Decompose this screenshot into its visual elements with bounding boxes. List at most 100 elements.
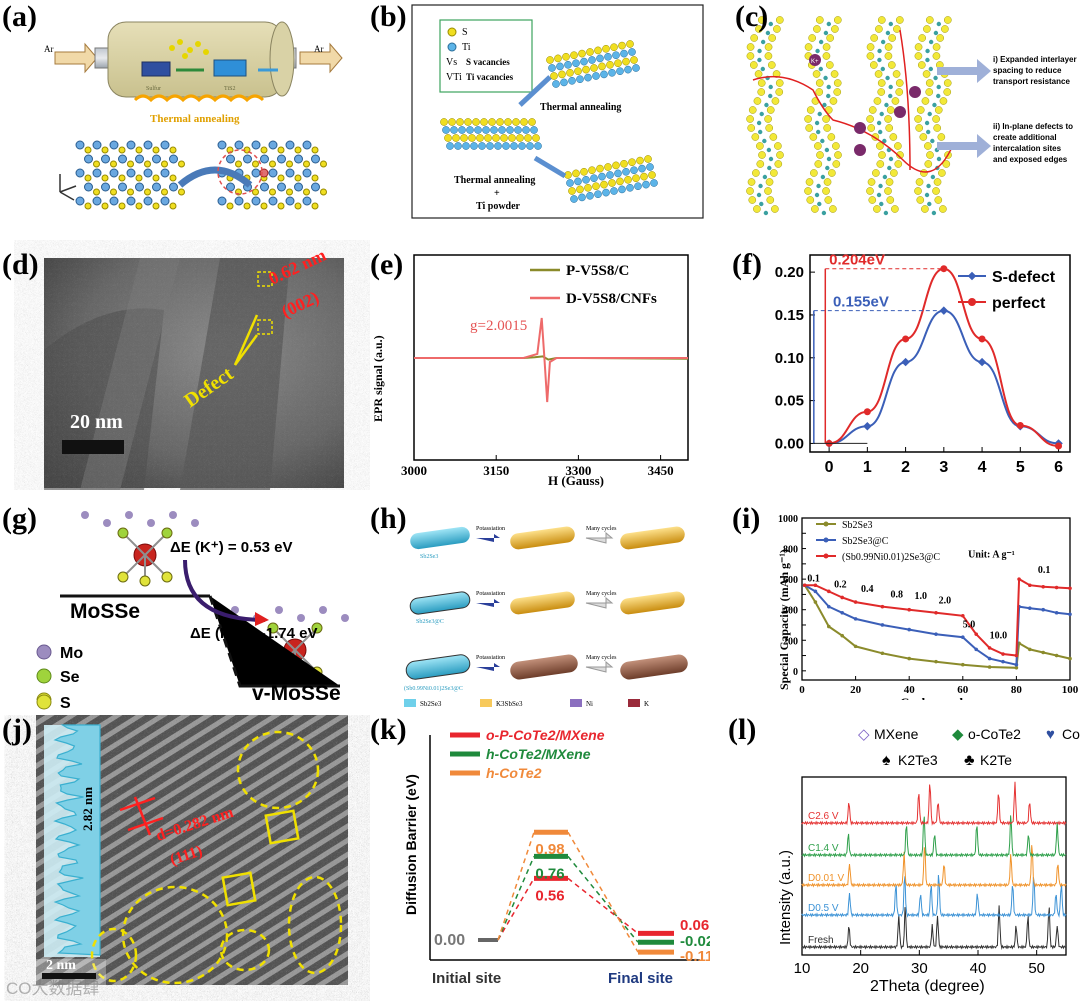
s-atom: [942, 160, 951, 168]
s-atom: [578, 49, 586, 58]
metal-atom: [756, 192, 762, 198]
ti-atom: [618, 185, 626, 194]
legend-se: Se: [60, 669, 80, 686]
s-atom: [895, 79, 904, 87]
initial-site-label: Initial site: [432, 970, 501, 987]
s-atom: [243, 202, 251, 210]
ti-atom: [234, 140, 244, 150]
metal-atom: [884, 102, 889, 108]
ti-atom: [506, 126, 514, 134]
metal-atom: [925, 129, 931, 135]
s-atom: [896, 151, 904, 159]
ti-atom: [514, 126, 522, 134]
panel-b-legend-ti: Ti: [462, 42, 471, 53]
metal-atom: [879, 201, 884, 207]
metal-atom: [817, 201, 822, 207]
ti-atom: [92, 196, 102, 206]
s-atom: [814, 160, 823, 168]
s-atom: [492, 134, 500, 142]
barrier-legend-2: h-CoTe2: [486, 765, 542, 781]
ti-atom: [580, 57, 588, 66]
epr-ylabel: EPR signal (a.u.): [371, 335, 385, 422]
s-atom: [566, 68, 574, 77]
metal-atom: [766, 147, 772, 153]
panel-h-potassiation-1: Potassiation: [476, 526, 505, 532]
s-atom: [773, 25, 781, 33]
capacity-xlabel: Cycle number: [900, 695, 979, 700]
s-atom: [764, 187, 772, 195]
ti-atom: [251, 168, 261, 178]
ti-atom: [160, 168, 170, 178]
s-atom: [886, 106, 895, 114]
panel-h-legend-3: Ni: [586, 700, 593, 708]
xrd-legend2-symbol-0: ♠: [882, 752, 891, 769]
rate-label: 0.4: [861, 584, 874, 595]
s-atom: [937, 133, 946, 141]
ti-atom: [109, 196, 119, 206]
final-value-1: -0.02: [680, 933, 710, 950]
ti-atom: [608, 68, 616, 77]
s-atom: [747, 124, 756, 132]
s-atom: [822, 115, 830, 123]
capacity-xtick-label: 20: [850, 684, 862, 696]
panel-j-scale-bar: [42, 973, 96, 979]
s-atom: [768, 34, 777, 42]
ti-atom: [454, 142, 462, 150]
s-atom: [628, 158, 636, 167]
ti-atom: [234, 196, 244, 206]
panel-b-bottom-step-2: +: [494, 188, 500, 199]
line-profile: [53, 724, 101, 956]
metal-atom: [928, 39, 934, 45]
s-atom: [832, 142, 840, 150]
s-atom: [755, 25, 763, 33]
rate-label: 0.8: [890, 589, 903, 600]
ti-atom: [169, 182, 178, 192]
panel-g-left-name: MoSSe: [70, 600, 140, 623]
ti-atom: [576, 75, 584, 84]
s-atom: [612, 161, 620, 170]
panel-h-legend-2: K3SbSe3: [496, 700, 523, 708]
chalcogen-atom: [161, 527, 173, 539]
panel-h-row1-name: Sb2Se3: [420, 554, 438, 560]
s-atom: [320, 188, 327, 196]
metal-atom: [936, 84, 941, 90]
panel-e: EPR signal (a.u.) H (Gauss) g=2.0015 300…: [370, 240, 700, 490]
capacity-series-1: [804, 584, 1071, 666]
s-atom: [884, 43, 893, 51]
s-atom: [934, 106, 943, 114]
metal-atom: [932, 102, 937, 108]
s-atom: [169, 202, 177, 210]
energy-xtick-label: 6: [1054, 459, 1063, 476]
s-atom: [774, 142, 782, 150]
metal-atom: [823, 75, 828, 81]
panel-b-bottom-step-3: Ti powder: [476, 201, 521, 212]
s-atom: [226, 202, 234, 210]
capacity-ytick-label: 0: [793, 667, 798, 678]
s-atom: [516, 134, 524, 142]
s-atom: [888, 34, 897, 42]
mo-atom: [341, 614, 349, 622]
s-atom: [914, 52, 923, 60]
s-atom: [528, 118, 536, 126]
metal-atom: [814, 192, 820, 198]
capacity-point: [802, 583, 807, 588]
panel-h-legend-1: Sb2Se3: [420, 700, 442, 708]
s-atom: [84, 174, 92, 182]
panel-a-arrow: [177, 166, 253, 188]
s-atom: [152, 174, 160, 182]
panel-c-label: (c): [735, 0, 769, 33]
panel-h: Potassiation Potassiation Potassiation M…: [370, 500, 710, 715]
s-atom: [824, 196, 833, 204]
panel-i: 0 20 40 60 80 100 0 200 400 600 800 1000 Special Cap…: [710, 500, 1080, 701]
ti-atom: [109, 140, 119, 150]
ti-atom: [311, 182, 320, 192]
s-atom: [932, 52, 941, 60]
ti-atom: [126, 140, 136, 150]
s-atom: [594, 46, 602, 55]
metal-atom: [931, 210, 937, 216]
metal-atom: [936, 156, 942, 162]
s-atom: [135, 174, 143, 182]
s-atom: [822, 187, 830, 195]
xrd-xtick-label: 10: [794, 960, 811, 977]
s-atom: [118, 174, 126, 182]
